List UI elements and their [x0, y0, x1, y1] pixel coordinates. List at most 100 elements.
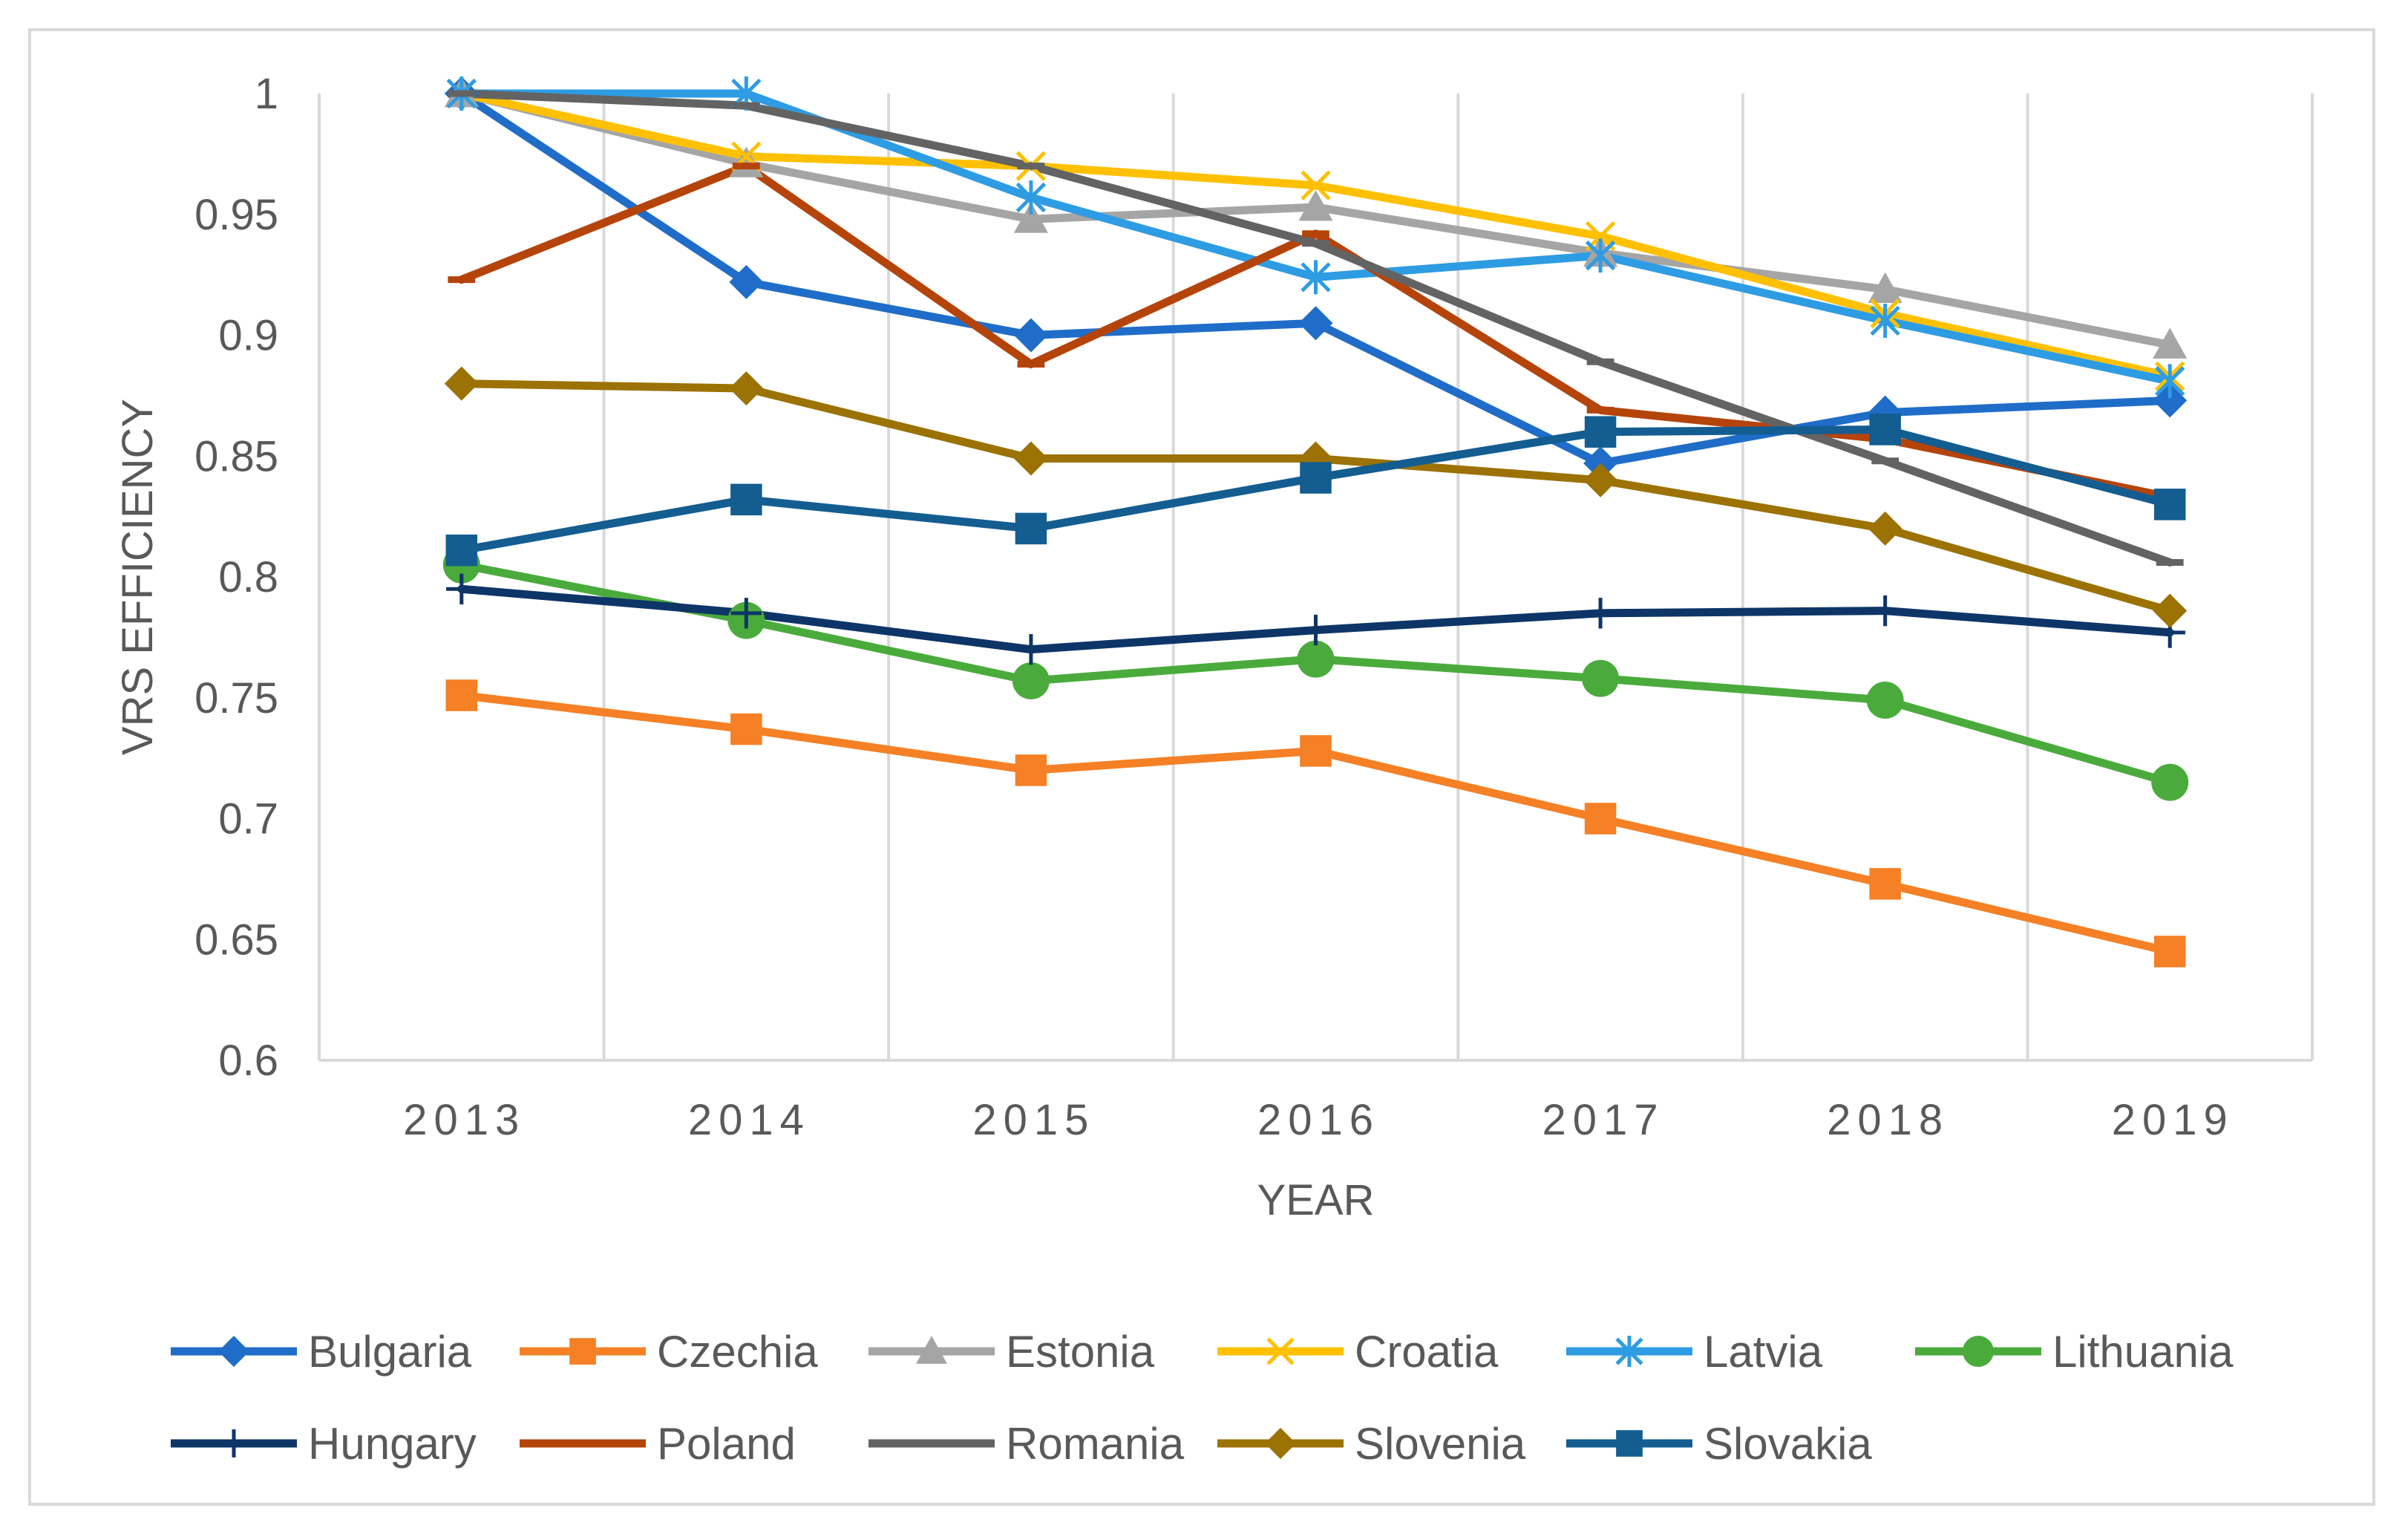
legend-label: Romania [1006, 1419, 1185, 1469]
y-tick-label: 0.7 [218, 795, 278, 843]
data-point-lithuania [1582, 659, 1620, 697]
legend-label: Czechia [657, 1327, 818, 1377]
x-tick-label: 2014 [688, 1096, 811, 1144]
data-point-hungary [1015, 633, 1047, 665]
y-axis-title: VRS EFFICIENCY [114, 399, 162, 755]
legend-label: Latvia [1704, 1327, 1823, 1377]
data-point-estonia [1298, 189, 1333, 221]
data-point-hungary [1869, 595, 1901, 627]
series-line-czechia [457, 691, 2174, 956]
data-point-slovenia [729, 371, 764, 406]
legend-marker [220, 1429, 248, 1458]
data-point-czechia [730, 713, 762, 745]
data-point-slovakia [1869, 414, 1901, 445]
legend-marker [1616, 1430, 1643, 1457]
data-point-slovakia [730, 483, 762, 516]
data-point-estonia [1013, 202, 1048, 233]
legend-marker [1265, 1428, 1296, 1459]
data-point-latvia [1300, 260, 1331, 295]
y-tick-label: 1 [255, 70, 278, 118]
data-point-czechia [1300, 735, 1332, 767]
legend-item-romania: Romania [868, 1419, 1185, 1469]
legend-marker [569, 1338, 596, 1365]
series-markers [442, 76, 2189, 967]
x-tick-label: 2017 [1542, 1096, 1665, 1144]
data-point-croatia [1300, 170, 1331, 200]
data-point-czechia [1015, 754, 1047, 786]
legend-label: Slovakia [1704, 1419, 1872, 1469]
legend-item-latvia: Latvia [1566, 1327, 1823, 1377]
series-line-slovenia [457, 379, 2174, 616]
y-axis-ticks: 0.6 0.65 0.7 0.75 0.8 0.85 0.9 0.95 1 [194, 70, 278, 1085]
legend-label: Lithuania [2052, 1327, 2234, 1377]
data-point-hungary [1300, 614, 1332, 646]
legend-label: Poland [657, 1419, 796, 1469]
legend-label: Croatia [1355, 1327, 1499, 1377]
legend-item-czechia: Czechia [520, 1327, 818, 1377]
legend-item-poland: Poland [520, 1419, 796, 1469]
legend-label: Estonia [1006, 1327, 1155, 1377]
x-axis-ticks: 2013 2014 2015 2016 2017 2018 2019 [403, 1096, 2234, 1144]
x-tick-label: 2015 [972, 1096, 1095, 1144]
data-point-estonia [2153, 327, 2188, 359]
data-point-bulgaria [1013, 318, 1048, 353]
data-point-slovenia [444, 366, 479, 401]
legend-marker [218, 1336, 249, 1367]
data-point-hungary [730, 598, 762, 629]
x-tick-label: 2019 [2112, 1096, 2234, 1144]
legend-item-bulgaria: Bulgaria [171, 1327, 472, 1377]
legend-label: Hungary [308, 1419, 477, 1469]
y-tick-label: 0.8 [218, 553, 278, 601]
data-point-slovakia [1300, 462, 1332, 494]
x-tick-label: 2013 [403, 1096, 526, 1144]
data-point-slovenia [1583, 463, 1618, 497]
data-point-slovakia [2153, 489, 2186, 520]
data-point-lithuania [1866, 682, 1904, 719]
legend-label: Slovenia [1355, 1419, 1526, 1469]
data-point-lithuania [1297, 640, 1335, 678]
data-point-estonia [729, 146, 764, 177]
data-point-czechia [1584, 803, 1617, 835]
y-tick-label: 0.6 [218, 1037, 278, 1085]
legend-marker [1615, 1336, 1643, 1367]
x-tick-label: 2018 [1827, 1096, 1949, 1144]
data-point-lithuania [1012, 662, 1050, 699]
data-point-latvia [1870, 303, 1900, 338]
data-point-lithuania [2151, 763, 2189, 801]
legend-marker [1963, 1336, 1994, 1367]
legend: Bulgaria Czechia Estonia Croatia Latvia Lithu… [171, 1327, 2234, 1469]
x-axis-title: YEAR [1257, 1176, 1375, 1224]
y-tick-label: 0.9 [218, 312, 278, 360]
series-lines [457, 89, 2174, 956]
legend-item-lithuania: Lithuania [1915, 1327, 2234, 1377]
legend-item-croatia: Croatia [1217, 1327, 1499, 1377]
data-point-latvia [1015, 180, 1047, 215]
chart-frame [28, 28, 2375, 1506]
data-point-hungary [446, 573, 477, 604]
legend-label: Bulgaria [308, 1327, 472, 1377]
legend-item-estonia: Estonia [868, 1327, 1155, 1377]
data-point-latvia [1585, 238, 1616, 273]
data-point-bulgaria [1298, 306, 1333, 341]
legend-item-slovakia: Slovakia [1566, 1419, 1872, 1469]
data-point-czechia [2153, 936, 2186, 967]
legend-item-hungary: Hungary [171, 1419, 477, 1469]
data-point-czechia [1869, 868, 1901, 900]
y-tick-label: 0.65 [194, 915, 278, 964]
gridlines [318, 94, 2314, 1062]
y-tick-label: 0.85 [194, 432, 278, 480]
y-tick-label: 0.95 [194, 191, 278, 239]
data-point-slovakia [445, 534, 478, 567]
data-point-slovakia [1584, 416, 1617, 448]
data-point-bulgaria [729, 264, 764, 299]
data-point-estonia [1868, 272, 1902, 304]
data-point-slovenia [1868, 511, 1902, 546]
data-point-czechia [445, 679, 478, 711]
data-point-latvia [2155, 364, 2185, 399]
data-point-hungary [1585, 598, 1616, 629]
legend-marker [1266, 1337, 1295, 1365]
legend-marker [916, 1336, 947, 1364]
data-point-slovenia [2153, 593, 2188, 628]
legend-item-slovenia: Slovenia [1217, 1419, 1526, 1469]
